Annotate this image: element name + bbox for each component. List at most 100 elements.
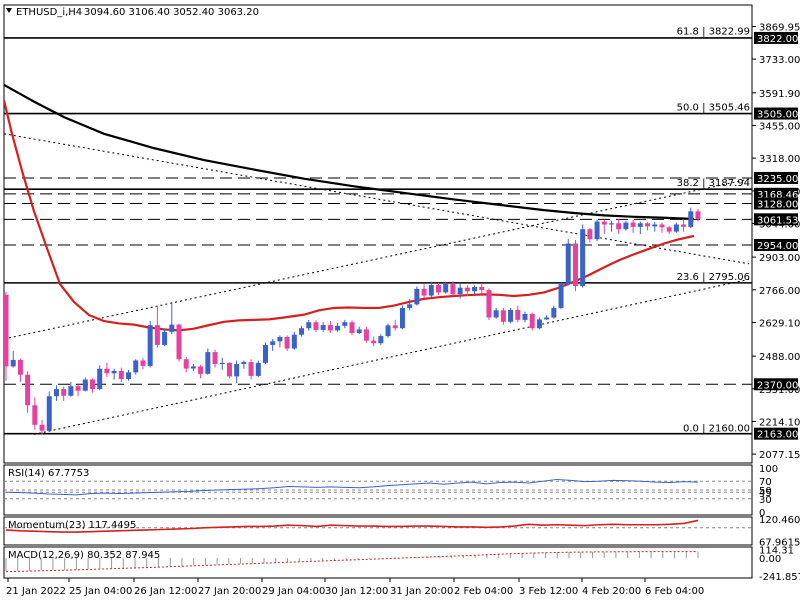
candle-body — [75, 386, 81, 391]
main-panel — [3, 4, 753, 464]
candle-body — [46, 396, 52, 431]
candle-body — [4, 294, 9, 367]
momentum-line — [5, 519, 699, 533]
candle-body — [623, 222, 629, 230]
candle-body — [299, 328, 305, 335]
candle-body — [601, 221, 607, 225]
fib-label: 50.0 | 3505.46 — [677, 102, 750, 113]
rsi-tick-label: 30 — [759, 495, 772, 506]
ma-slow-line — [4, 83, 695, 221]
x-tick-label: 25 Jan 04:00 — [69, 586, 132, 597]
candle-body — [154, 325, 160, 345]
candle-body — [522, 313, 528, 320]
candle-body — [284, 337, 290, 349]
candle-body — [212, 352, 218, 365]
price-tag-label: 3505.00 — [757, 110, 798, 121]
candle-body — [10, 359, 16, 367]
candle-body — [176, 324, 182, 360]
fib-label: 61.8 | 3822.99 — [677, 27, 750, 38]
candle-body — [147, 325, 153, 366]
x-tick-label: 27 Jan 20:00 — [198, 586, 261, 597]
candle-body — [118, 370, 124, 380]
price-tag-label: 3168.46 — [757, 190, 798, 201]
price-tag — [754, 427, 798, 440]
candle-body — [464, 287, 470, 292]
candle-body — [450, 284, 456, 295]
candle-body — [111, 370, 117, 374]
candle-body — [508, 309, 514, 322]
candle-body — [637, 223, 643, 227]
macd-tick-label: 114.31 — [759, 546, 794, 557]
momentum-tick-label: 67.9615 — [759, 538, 800, 549]
rsi-tick-label: 100 — [759, 464, 778, 475]
price-tag — [754, 187, 798, 200]
price-tag — [754, 238, 798, 251]
candle-body — [666, 227, 672, 232]
chart-header: ETHUSD_i,H4 3094.60 3106.40 3052.40 3063.… — [6, 7, 259, 18]
fib-label: 38.2 | 3187.94 — [677, 178, 750, 189]
candle-body — [219, 362, 225, 365]
candle-body — [17, 359, 23, 375]
candle-body — [320, 325, 326, 330]
y-tick-label: 3318.00 — [759, 154, 800, 165]
candle-body — [407, 304, 413, 308]
candle-body — [248, 362, 254, 376]
candle-body — [342, 322, 348, 326]
candle-body — [399, 307, 405, 329]
candle-body — [126, 372, 132, 380]
candle-body — [688, 211, 694, 227]
candle-body — [32, 405, 38, 425]
y-tick-label: 2077.15 — [759, 450, 800, 461]
candle-body — [234, 364, 240, 377]
candle-body — [493, 310, 499, 318]
fib-label: 0.0 | 2160.00 — [683, 423, 750, 434]
price-tag — [754, 171, 798, 184]
candle-body — [198, 366, 204, 374]
y-tick-label: 2903.00 — [759, 253, 800, 264]
x-tick-label: 26 Jan 12:00 — [134, 586, 197, 597]
candle-body — [565, 243, 571, 285]
candle-body — [313, 322, 319, 330]
candle-body — [349, 322, 355, 333]
candle-body — [335, 325, 341, 331]
fib-label: 23.6 | 2795.06 — [677, 272, 750, 283]
y-tick-label: 2351.00 — [759, 385, 800, 396]
candle-body — [587, 229, 593, 240]
candle-body — [133, 360, 139, 373]
candle-body — [263, 344, 268, 363]
price-tag-label: 3061.53 — [757, 215, 798, 226]
candle-body — [140, 360, 146, 366]
x-tick-label: 30 Jan 12:00 — [325, 586, 388, 597]
y-tick-label: 2488.00 — [759, 352, 800, 363]
candle-body — [183, 359, 189, 369]
candle-body — [104, 368, 110, 374]
x-tick-label: 2 Feb 04:00 — [454, 586, 513, 597]
x-tick-label: 3 Feb 12:00 — [519, 586, 578, 597]
candle-body — [659, 224, 665, 228]
candle-body — [479, 286, 485, 291]
trendline — [4, 178, 750, 340]
candle-body — [61, 389, 67, 396]
candle-body — [558, 284, 564, 308]
price-tag-label: 3235.00 — [757, 174, 798, 185]
rsi-title: RSI(14) 67.7753 — [8, 468, 89, 479]
candle-body — [436, 285, 441, 293]
macd-title: MACD(12,26,9) 80.352 87.945 — [8, 550, 160, 561]
price-tag — [754, 213, 798, 226]
candle-body — [363, 329, 369, 341]
candle-body — [536, 319, 542, 329]
candle-body — [169, 324, 175, 332]
price-plot — [4, 37, 752, 435]
price-tag-label: 3128.00 — [757, 199, 798, 210]
rsi-line — [5, 478, 699, 496]
candle-body — [226, 362, 232, 377]
candle-body — [392, 325, 398, 329]
price-tag-label: 2163.00 — [757, 430, 798, 441]
candle-body — [472, 286, 478, 292]
dropdown-triangle-icon — [6, 8, 12, 13]
candle-body — [255, 362, 261, 376]
candle-body — [205, 352, 211, 374]
candle-body — [270, 341, 276, 345]
price-tag — [754, 197, 798, 210]
